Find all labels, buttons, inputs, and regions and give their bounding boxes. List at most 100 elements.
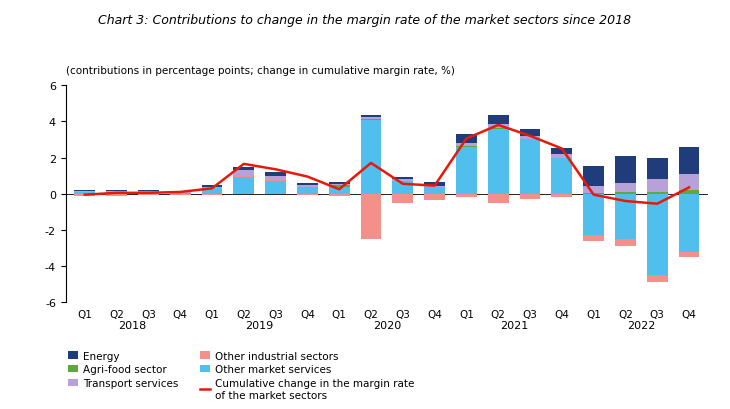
Text: Q1: Q1 [77, 309, 92, 319]
Bar [328, 184, 350, 185]
Bar [679, 252, 699, 258]
Bar [201, 185, 223, 187]
Text: Q2: Q2 [364, 309, 378, 319]
Bar [138, 194, 158, 195]
Bar [583, 236, 604, 241]
Text: Q1: Q1 [204, 309, 220, 319]
Text: Q1: Q1 [586, 309, 601, 319]
Bar [583, 193, 604, 194]
Bar [393, 180, 413, 182]
Bar [679, 147, 699, 174]
Bar [138, 193, 158, 194]
Text: Q3: Q3 [523, 309, 537, 319]
Bar [234, 176, 254, 178]
Legend: Energy, Agri-food sector, Transport services, Other industrial sectors, Other ma: Energy, Agri-food sector, Transport serv… [64, 347, 419, 404]
Bar [361, 194, 381, 239]
Bar [297, 185, 318, 187]
Bar [647, 193, 667, 194]
Bar [201, 187, 223, 189]
Bar [456, 144, 477, 146]
Bar [551, 149, 572, 155]
Bar [615, 183, 636, 193]
Bar [328, 185, 350, 188]
Bar [424, 194, 445, 200]
Bar [679, 174, 699, 191]
Bar [583, 186, 604, 193]
Bar [551, 194, 572, 198]
Text: Q3: Q3 [396, 309, 410, 319]
Bar [647, 194, 667, 276]
Text: Q2: Q2 [491, 309, 506, 319]
Bar [615, 239, 636, 247]
Text: Q3: Q3 [141, 309, 155, 319]
Bar [551, 155, 572, 158]
Bar [265, 182, 286, 194]
Text: Q3: Q3 [268, 309, 283, 319]
Bar [138, 191, 158, 193]
Bar [456, 147, 477, 194]
Bar [679, 194, 699, 252]
Bar [647, 158, 667, 180]
Bar [297, 183, 318, 185]
Bar [265, 173, 286, 176]
Bar [361, 120, 381, 194]
Bar [520, 140, 540, 194]
Bar [170, 194, 191, 195]
Bar [520, 194, 540, 200]
Bar [170, 191, 191, 193]
Text: (contributions in percentage points; change in cumulative margin rate, %): (contributions in percentage points; cha… [66, 65, 455, 76]
Bar [424, 186, 445, 187]
Text: Q4: Q4 [554, 309, 569, 319]
Text: Q4: Q4 [427, 309, 442, 319]
Bar [234, 171, 254, 176]
Text: Q2: Q2 [237, 309, 251, 319]
Bar [424, 182, 445, 186]
Text: 2019: 2019 [245, 320, 274, 330]
Bar [456, 135, 477, 144]
Bar [328, 182, 350, 184]
Text: Q4: Q4 [682, 309, 696, 319]
Bar [551, 158, 572, 194]
Bar [456, 194, 477, 198]
Text: Q3: Q3 [650, 309, 664, 319]
Bar [520, 130, 540, 137]
Bar [361, 119, 381, 120]
Text: Q1: Q1 [331, 309, 347, 319]
Text: Q1: Q1 [459, 309, 474, 319]
Bar [615, 193, 636, 194]
Bar [393, 177, 413, 180]
Bar [107, 193, 127, 194]
Bar [615, 194, 636, 239]
Bar [488, 125, 509, 128]
Text: Chart 3: Contributions to change in the margin rate of the market sectors since : Chart 3: Contributions to change in the … [99, 14, 631, 27]
Bar [488, 129, 509, 194]
Bar [297, 194, 318, 195]
Bar [170, 193, 191, 194]
Bar [424, 187, 445, 194]
Bar [393, 194, 413, 203]
Text: Q4: Q4 [173, 309, 188, 319]
Bar [297, 187, 318, 194]
Text: Q2: Q2 [110, 309, 124, 319]
Bar [679, 191, 699, 194]
Bar [488, 194, 509, 203]
Bar [74, 193, 95, 194]
Bar [201, 194, 223, 195]
Bar [361, 116, 381, 117]
Text: 2021: 2021 [500, 320, 529, 330]
Bar [488, 128, 509, 129]
Text: Q4: Q4 [300, 309, 315, 319]
Bar [520, 137, 540, 140]
Bar [615, 156, 636, 183]
Bar [647, 276, 667, 283]
Bar [234, 167, 254, 171]
Bar [201, 189, 223, 194]
Bar [456, 146, 477, 147]
Bar [74, 191, 95, 193]
Bar [74, 194, 95, 196]
Bar [361, 117, 381, 119]
Bar [107, 191, 127, 193]
Bar [265, 181, 286, 182]
Bar [265, 176, 286, 181]
Bar [234, 178, 254, 194]
